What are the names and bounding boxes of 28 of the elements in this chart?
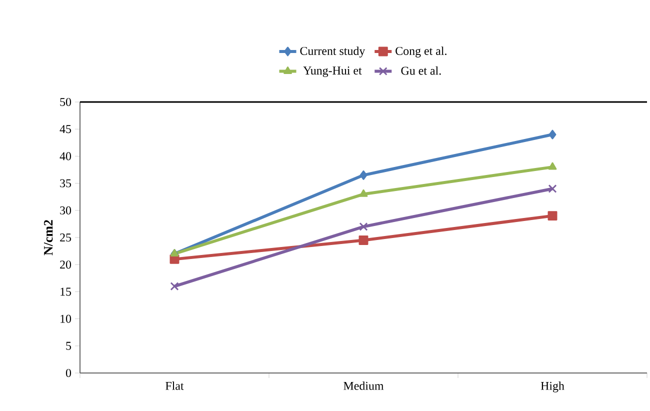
point — [360, 170, 368, 180]
y-tick-label: 20 — [60, 260, 72, 269]
legend-label: Gu et al. — [401, 66, 441, 75]
point — [548, 130, 556, 140]
point — [359, 189, 368, 197]
y-tick-label: 10 — [60, 314, 72, 323]
legend-label: Cong et al. — [396, 46, 446, 58]
y-tick-label: 25 — [60, 233, 72, 242]
y-tick-label: 5 — [66, 342, 72, 350]
point — [548, 184, 557, 193]
x-tick-label: High — [540, 382, 564, 392]
point — [548, 211, 558, 221]
y-axis-title: N/cm2 — [44, 220, 53, 256]
y-tick-label: 40 — [60, 152, 72, 160]
x-tick-label: Medium — [344, 382, 384, 390]
y-tick-label: 45 — [60, 125, 72, 134]
y-tick-label: 15 — [60, 288, 72, 296]
y-tick-label: 30 — [60, 206, 72, 214]
legend-label: Yung-Hui et — [303, 66, 362, 78]
y-tick-label: 35 — [60, 179, 72, 188]
x-tick-label: Flat — [166, 382, 184, 390]
y-tick-label: 0 — [66, 368, 72, 378]
point — [548, 162, 557, 170]
legend-label: Current study — [300, 46, 366, 58]
point — [359, 222, 368, 231]
y-tick-label: 50 — [60, 98, 72, 106]
point — [170, 282, 179, 291]
point — [358, 235, 368, 245]
